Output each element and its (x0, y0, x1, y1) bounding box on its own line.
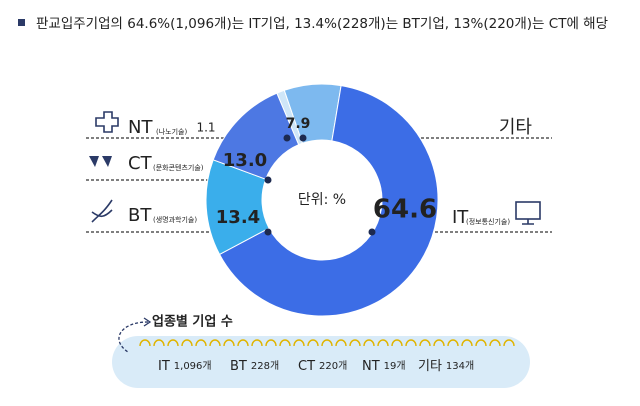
bt-icon (91, 199, 113, 223)
count-value: 134개 (446, 360, 474, 372)
category-subtitle: (나노기술) (156, 127, 187, 136)
count-value: 19개 (384, 360, 406, 372)
category-label: CT (128, 153, 153, 174)
category-label: NT (128, 117, 153, 138)
value-label: 1.1 (196, 121, 215, 135)
value-label: 13.4 (216, 207, 260, 228)
leader-dot (368, 228, 376, 236)
category-subtitle: (정보통신기술) (466, 217, 510, 226)
bullet (18, 19, 25, 26)
ct-icon (89, 156, 112, 167)
count-item: IT 1,096개 (158, 359, 212, 374)
count-box-title: 업종별 기업 수 (152, 314, 233, 330)
leader-dot (299, 134, 307, 142)
category-subtitle: (생명과학기술) (153, 215, 197, 224)
arrow (118, 321, 149, 353)
count-item: 기타 134개 (418, 359, 474, 374)
category-subtitle: (문화콘텐츠기술) (153, 163, 204, 172)
chart-title: 판교입주기업의 64.6%(1,096개)는 IT기업, 13.4%(228개)… (36, 16, 608, 32)
count-name: IT (158, 359, 170, 374)
count-name: CT (298, 359, 315, 374)
count-box (112, 336, 530, 388)
count-item: NT 19개 (362, 359, 406, 374)
count-value: 228개 (251, 360, 279, 372)
category-label: BT (128, 205, 152, 226)
value-label: 13.0 (223, 150, 267, 171)
it-icon (515, 201, 541, 225)
donut (205, 83, 439, 317)
count-name: 기타 (418, 359, 442, 374)
arrow-head (143, 317, 152, 327)
count-item: CT 220개 (298, 359, 347, 374)
spring (139, 339, 515, 347)
count-value: 1,096개 (174, 360, 212, 372)
leader-dot (264, 176, 272, 184)
donut-hole (262, 140, 382, 260)
count-name: NT (362, 359, 380, 374)
count-value: 220개 (319, 360, 347, 372)
center-label: 단위: % (298, 192, 346, 208)
nt-icon (95, 111, 119, 133)
category-label: 기타 (499, 117, 533, 138)
leader-dot (283, 134, 291, 142)
value-label: 64.6 (373, 195, 437, 225)
count-item: BT 228개 (230, 359, 279, 374)
value-label: 7.9 (286, 116, 311, 132)
category-label: IT (452, 207, 469, 228)
leader-dot (264, 228, 272, 236)
count-name: BT (230, 359, 247, 374)
